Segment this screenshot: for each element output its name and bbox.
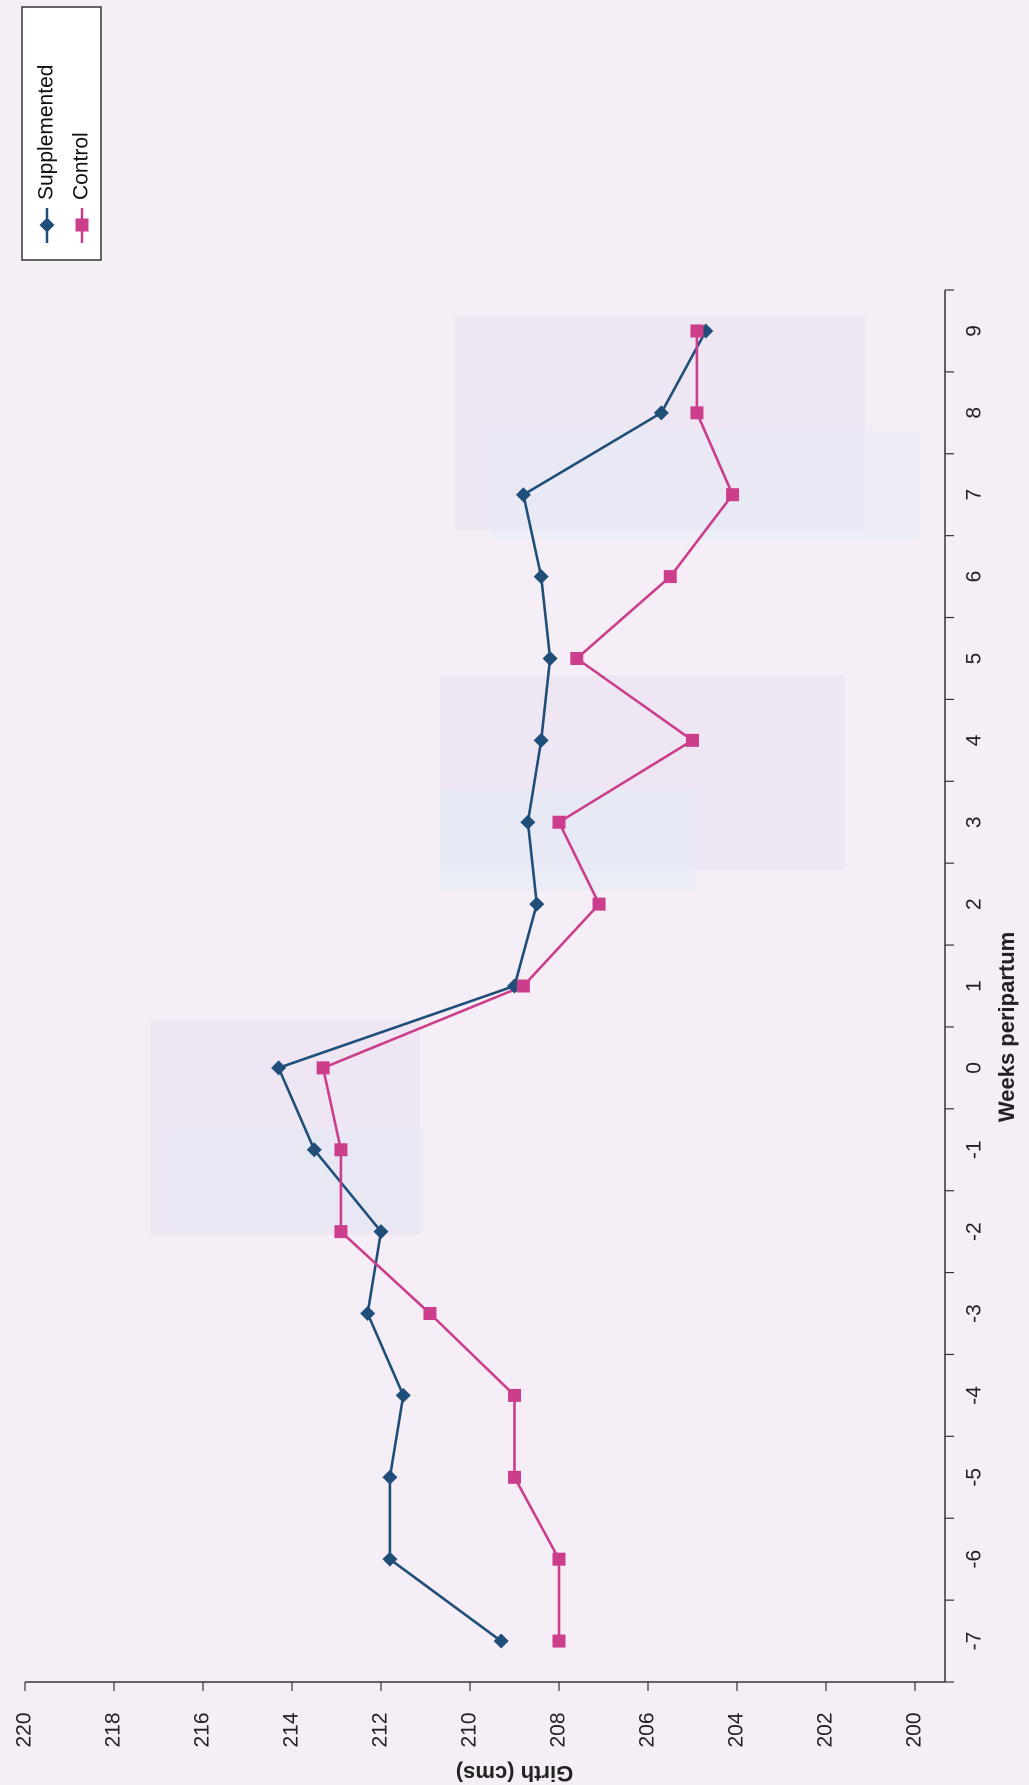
legend-marker [39, 217, 55, 233]
y-tick-label: 204 [725, 1712, 748, 1747]
y-tick-label: 216 [191, 1712, 214, 1747]
y-tick-label: 208 [547, 1712, 570, 1747]
control-point [334, 1143, 348, 1157]
x-tick-label: -2 [963, 1222, 986, 1241]
control-point [663, 570, 677, 584]
supplemented-point [271, 1060, 287, 1076]
supplemented-point [373, 1224, 389, 1240]
x-tick-label: 0 [963, 1062, 986, 1074]
supplemented-point [395, 1387, 411, 1403]
y-tick-label: 214 [280, 1712, 303, 1747]
control-point [552, 1552, 566, 1566]
y-tick-label: 202 [814, 1712, 837, 1747]
x-tick-label: -5 [963, 1468, 986, 1487]
x-tick-label: 2 [963, 898, 986, 910]
supplemented-point [533, 569, 549, 585]
control-point [570, 651, 584, 665]
supplemented-point [382, 1551, 398, 1567]
control-point [508, 1470, 521, 1484]
supplemented-point [360, 1306, 376, 1322]
y-tick-label: 218 [102, 1712, 125, 1747]
x-tick-label: -6 [963, 1550, 986, 1569]
supplemented-point [653, 405, 669, 421]
control-point [423, 1307, 437, 1321]
y-axis-title: Girth (cms) [456, 1761, 573, 1785]
control-point [334, 1225, 348, 1239]
supplemented-point [529, 896, 545, 912]
control-point [316, 1061, 330, 1075]
x-tick-label: 9 [963, 325, 986, 337]
control-point [690, 324, 704, 338]
y-tick-label: 210 [458, 1712, 481, 1747]
x-tick-label: 7 [963, 489, 986, 501]
x-tick-label: 8 [963, 407, 986, 419]
supplemented-point [542, 650, 558, 666]
control-point [552, 1634, 566, 1648]
supplemented-point [493, 1633, 509, 1649]
control-point [726, 488, 740, 502]
supplemented-point [520, 814, 536, 830]
y-tick-label: 206 [636, 1712, 659, 1747]
legend-box [21, 6, 102, 261]
x-tick-label: -1 [963, 1140, 986, 1159]
x-tick-label: -4 [963, 1386, 986, 1405]
x-tick-label: 6 [963, 571, 986, 583]
y-tick-label: 200 [903, 1712, 926, 1747]
supplemented-point [382, 1469, 398, 1485]
x-axis-title: Weeks peripartum [994, 932, 1019, 1122]
control-point [690, 406, 704, 420]
legend-label: Supplemented [35, 65, 58, 200]
axes-group: -7 -6 -5 -4 -3 -2 -1 0 1 2 3 4 5 6 7 8 9 200 202 204 206 208 2… [13, 289, 1019, 1785]
y-tick-label: 212 [369, 1712, 392, 1747]
x-tick-label: 4 [963, 734, 986, 746]
control-point [592, 897, 606, 911]
x-tick-label: -7 [963, 1632, 986, 1651]
control-point [686, 733, 699, 747]
control-point [516, 979, 530, 993]
supplemented-point [533, 732, 549, 748]
supplemented-point [515, 487, 531, 503]
x-tick-label: 3 [963, 816, 986, 828]
legend-label: Control [70, 132, 93, 200]
supplemented-point [306, 1142, 322, 1158]
control-point [552, 815, 566, 829]
x-tick-label: -3 [963, 1304, 986, 1323]
legend-marker [75, 218, 89, 232]
x-tick-label: 1 [963, 980, 986, 992]
legend: Supplemented Control [21, 6, 102, 261]
control-point [508, 1388, 521, 1402]
x-tick-label: 5 [963, 653, 986, 665]
series-markers [271, 323, 740, 1649]
y-tick-label: 220 [13, 1712, 36, 1747]
